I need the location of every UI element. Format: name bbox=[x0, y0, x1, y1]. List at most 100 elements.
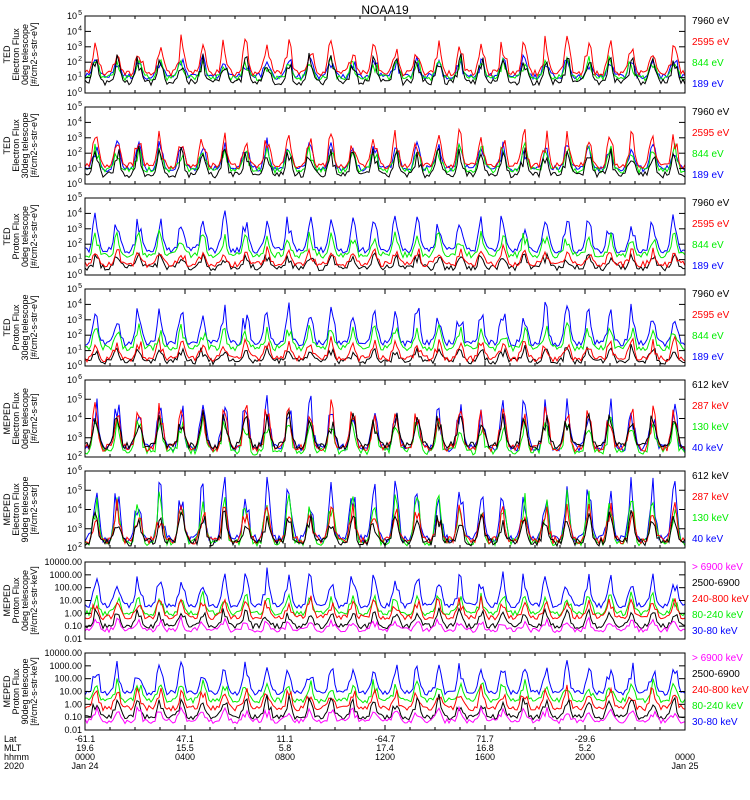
legend-entry: 612 keV bbox=[692, 471, 729, 482]
x-tick-value: 2000 bbox=[575, 752, 595, 762]
y-tick-label: 10 bbox=[67, 239, 77, 249]
legend-entry: 2500-6900 bbox=[692, 669, 740, 680]
x-row-label: Lat bbox=[4, 734, 17, 744]
x-tick-value: 5.8 bbox=[279, 743, 292, 753]
y-tick-label: 100.00 bbox=[54, 674, 82, 684]
legend-entry: 130 keV bbox=[692, 422, 729, 433]
y-tick-label: 10 bbox=[67, 485, 77, 495]
x-tick-value: 11.1 bbox=[277, 734, 294, 744]
y-tick-exponent: 3 bbox=[78, 523, 82, 530]
y-axis-label: Electron Flux bbox=[11, 483, 21, 536]
y-tick-exponent: 6 bbox=[78, 374, 82, 381]
y-tick-exponent: 6 bbox=[78, 465, 82, 472]
y-tick-label: 10.00 bbox=[59, 596, 82, 606]
y-tick-label: 10 bbox=[67, 414, 77, 424]
x-tick-value: 16.8 bbox=[476, 743, 494, 753]
trace-7960-ev bbox=[84, 344, 686, 366]
x-tick-value: 0000 bbox=[675, 752, 695, 762]
y-tick-exponent: 5 bbox=[78, 283, 82, 290]
y-tick-label: 10 bbox=[67, 346, 77, 356]
legend-entry: 130 keV bbox=[692, 513, 729, 524]
y-tick-label: 1.00 bbox=[64, 699, 82, 709]
x-tick-value: 1200 bbox=[375, 752, 395, 762]
legend-entry: 2595 eV bbox=[692, 128, 730, 139]
legend-entry: 189 eV bbox=[692, 170, 724, 181]
trace--6900-kev bbox=[84, 615, 686, 634]
y-tick-exponent: 0 bbox=[78, 178, 82, 185]
y-tick-label: 10000.00 bbox=[44, 648, 82, 658]
legend-entry: 2595 eV bbox=[692, 310, 730, 321]
trace-240-800-kev bbox=[84, 595, 686, 621]
x-tick-value: 1600 bbox=[475, 752, 495, 762]
y-tick-exponent: 3 bbox=[78, 132, 82, 139]
legend-entry: 189 eV bbox=[692, 261, 724, 272]
trace-80-240-kev bbox=[84, 591, 686, 617]
y-axis-label: Proton Flux bbox=[11, 304, 21, 351]
y-tick-exponent: 5 bbox=[78, 393, 82, 400]
trace-40-kev bbox=[84, 476, 685, 545]
trace-30-80-kev bbox=[84, 567, 686, 610]
y-tick-label: 10 bbox=[67, 148, 77, 158]
y-tick-label: 10 bbox=[67, 543, 77, 553]
y-tick-label: 0.10 bbox=[64, 712, 82, 722]
panel-frame bbox=[84, 288, 686, 367]
y-tick-label: 10 bbox=[67, 255, 77, 265]
y-tick-label: 10 bbox=[67, 433, 77, 443]
y-axis-label: [#/cm2-s-str-eV] bbox=[29, 295, 39, 359]
y-tick-label: 10 bbox=[67, 164, 77, 174]
y-axis-label: TED bbox=[2, 227, 12, 246]
legend-entry: 40 keV bbox=[692, 534, 723, 545]
y-axis-label: TED bbox=[2, 318, 12, 337]
legend-entry: 2500-6900 bbox=[692, 578, 740, 589]
y-axis-label: Proton Flux bbox=[11, 213, 21, 260]
y-tick-exponent: 4 bbox=[78, 413, 82, 420]
y-tick-label: 10 bbox=[67, 524, 77, 534]
y-tick-label: 10 bbox=[67, 133, 77, 143]
x-tick-value: 5.2 bbox=[579, 743, 592, 753]
y-tick-label: 10 bbox=[67, 179, 77, 189]
y-tick-exponent: 5 bbox=[78, 10, 82, 17]
y-tick-exponent: 0 bbox=[78, 360, 82, 367]
y-tick-label: 10 bbox=[67, 375, 77, 385]
legend-entry: 30-80 keV bbox=[692, 626, 738, 637]
trace-7960-ev bbox=[84, 251, 685, 272]
y-tick-exponent: 4 bbox=[78, 207, 82, 214]
x-tick-value: 47.1 bbox=[176, 734, 194, 744]
y-tick-label: 10 bbox=[67, 11, 77, 21]
y-tick-exponent: 5 bbox=[78, 192, 82, 199]
legend-entry: 844 eV bbox=[692, 240, 724, 251]
panel-meped-proton-90deg: 0.01 0.10 1.00 10.00 100.00 1000.00 10000.00 ME… bbox=[2, 648, 749, 735]
y-tick-label: 10 bbox=[67, 315, 77, 325]
trace-612-kev bbox=[84, 409, 686, 451]
y-tick-label: 10 bbox=[67, 505, 77, 515]
legend-entry: 40 keV bbox=[692, 443, 723, 454]
y-axis-label: 90deg telescope bbox=[20, 476, 30, 542]
y-axis-label: [#/cm2-s-str] bbox=[29, 484, 39, 534]
y-tick-exponent: 3 bbox=[78, 432, 82, 439]
trace-189-ev bbox=[84, 210, 686, 255]
y-tick-label: 10 bbox=[67, 452, 77, 462]
legend-entry: 844 eV bbox=[692, 58, 724, 69]
y-tick-label: 10 bbox=[67, 361, 77, 371]
trace--6900-kev bbox=[84, 705, 686, 725]
y-axis-label: 0deg telescope bbox=[20, 206, 30, 267]
y-tick-label: 1000.00 bbox=[49, 661, 82, 671]
panel-frame bbox=[84, 470, 686, 549]
legend-entry: 287 keV bbox=[692, 492, 729, 503]
y-axis-label: 0deg telescope bbox=[20, 388, 30, 449]
trace-844-ev bbox=[84, 321, 686, 353]
y-axis-label: MEPED bbox=[2, 584, 12, 617]
y-tick-label: 10 bbox=[67, 330, 77, 340]
y-tick-label: 10 bbox=[67, 394, 77, 404]
y-tick-exponent: 1 bbox=[78, 345, 82, 352]
legend-entry: 189 eV bbox=[692, 352, 724, 363]
x-tick-value: 19.6 bbox=[76, 743, 94, 753]
y-tick-exponent: 4 bbox=[78, 116, 82, 123]
y-tick-exponent: 2 bbox=[78, 542, 82, 549]
x-tick-value: 0400 bbox=[175, 752, 195, 762]
y-tick-label: 10 bbox=[67, 117, 77, 127]
